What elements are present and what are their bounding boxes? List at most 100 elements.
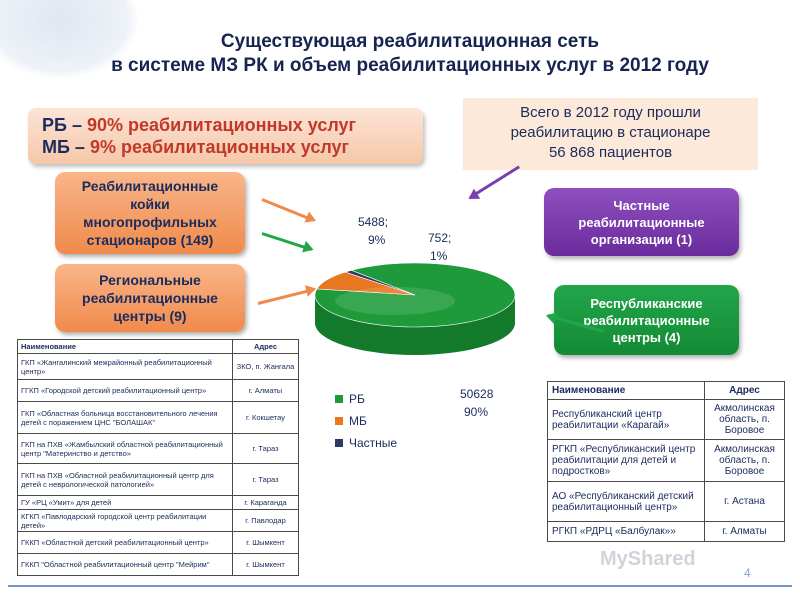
- pie-depth: [315, 295, 515, 355]
- regional-centers-body: ГКП «Жангалинский межрайонный реабилитац…: [17, 353, 299, 576]
- cell-name: ГКП на ПХВ «Областной реабилитационный ц…: [17, 463, 233, 496]
- cell-address: Акмолинская область, п. Боровое: [704, 399, 785, 440]
- beds-line-3: многопрофильных: [83, 214, 217, 230]
- table-row: ГКП «Жангалинский межрайонный реабилитац…: [17, 353, 299, 380]
- rb-share-line: РБ – 90% реабилитационных услуг: [42, 114, 409, 136]
- legend-label-mb: МБ: [349, 414, 367, 428]
- cell-address: г. Тараз: [232, 463, 299, 496]
- regional-box: Региональные реабилитационные центры (9): [55, 264, 245, 332]
- cell-address: г. Шымкент: [232, 531, 299, 554]
- beds-line-1: Реабилитационные: [81, 178, 219, 194]
- beds-box: Реабилитационные койки многопрофильных с…: [55, 172, 245, 254]
- cell-name: ГККП "Областной реабилитационный центр "…: [17, 553, 233, 576]
- cell-name: ГКП «Областная больница восстановительно…: [17, 401, 233, 434]
- title-line-1: Существующая реабилитационная сеть: [220, 31, 600, 52]
- cell-address: г. Астана: [704, 481, 785, 522]
- private-line-1: Частные: [613, 197, 670, 213]
- pie-chart: 5488; 9% 752; 1% 50628 90%: [300, 200, 530, 440]
- cell-address: г. Тараз: [232, 433, 299, 464]
- table-row: АО «Республиканский детский реабилитацио…: [547, 481, 785, 522]
- bottom-rule: [8, 585, 792, 587]
- total-line-2: реабилитацию в стационаре: [510, 124, 711, 141]
- cell-address: г. Шымкент: [232, 553, 299, 576]
- private-label-value: 752;: [428, 231, 451, 245]
- legend-item-private: Частные: [335, 432, 397, 454]
- cell-name: ГГКП «Городской детский реабилитационный…: [17, 379, 233, 402]
- cell-address: г. Алматы: [704, 521, 785, 542]
- legend-item-mb: МБ: [335, 410, 397, 432]
- service-share-box: РБ – 90% реабилитационных услуг МБ – 9% …: [28, 108, 423, 164]
- table-row: Республиканский центр реабилитации «Кара…: [547, 399, 785, 440]
- cell-name: Республиканский центр реабилитации «Кара…: [547, 399, 705, 440]
- cell-address: ЗКО, п. Жангала: [232, 353, 299, 380]
- cell-address: г. Павлодар: [232, 509, 299, 532]
- regional-line-3: центры (9): [113, 308, 187, 324]
- cell-address: Акмолинская область, п. Боровое: [704, 439, 785, 482]
- beds-line-2: койки: [130, 196, 170, 212]
- legend-swatch-rb: [335, 395, 343, 403]
- republican-centers-body: Республиканский центр реабилитации «Кара…: [547, 399, 785, 542]
- legend-swatch-private: [335, 439, 343, 447]
- watermark: MyShared: [600, 548, 696, 570]
- pie-chart-svg: 5488; 9% 752; 1% 50628 90%: [314, 215, 516, 419]
- regional-centers-table: Наименование Адрес ГКП «Жангалинский меж…: [17, 339, 299, 576]
- title-line-2: в системе МЗ РК и объем реабилитационных…: [111, 55, 709, 76]
- mb-share-prefix: МБ –: [42, 137, 90, 157]
- regional-line-2: реабилитационные: [82, 290, 218, 306]
- table-row: ГУ «РЦ «Умит» для детей г. Караганда: [17, 495, 299, 510]
- regional-line-1: Региональные: [99, 272, 201, 288]
- table-row: ГККП "Областной реабилитационный центр "…: [17, 553, 299, 576]
- pie-sheen: [335, 287, 455, 315]
- header-name: Наименование: [547, 381, 705, 400]
- republican-box: Республиканские реабилитационные центры …: [554, 285, 739, 355]
- pie-slice-rb: [314, 262, 516, 328]
- private-box: Частные реабилитационные организации (1): [544, 188, 739, 256]
- total-line-3: 56 868 пациентов: [548, 144, 673, 161]
- cell-name: ГУ «РЦ «Умит» для детей: [17, 495, 233, 510]
- pie-side-rb: [315, 295, 515, 355]
- header-address: Адрес: [704, 381, 785, 400]
- private-label-percent: 1%: [430, 249, 448, 263]
- chart-legend: РБ МБ Частные: [335, 388, 397, 454]
- cell-name: РГКП «РДРЦ «Балбулак»»: [547, 521, 705, 542]
- private-line-2: реабилитационные: [578, 214, 705, 230]
- legend-swatch-mb: [335, 417, 343, 425]
- mb-share-line: МБ – 9% реабилитационных услуг: [42, 136, 409, 158]
- table-row: ГГКП «Городской детский реабилитационный…: [17, 379, 299, 402]
- cell-name: ГКП на ПХВ «Жамбылский областной реабили…: [17, 433, 233, 464]
- cell-address: г. Караганда: [232, 495, 299, 510]
- rb-label-value: 50628: [460, 387, 494, 401]
- table-row: РГКП «Республиканский центр реабилитации…: [547, 439, 785, 482]
- table-header-row: Наименование Адрес: [547, 381, 785, 400]
- beds-line-4: стационаров (149): [86, 232, 214, 248]
- republican-line-3: центры (4): [612, 329, 681, 345]
- total-patients-box: Всего в 2012 году прошли реабилитацию в …: [463, 98, 758, 170]
- rb-share-text: 90% реабилитационных услуг: [86, 115, 357, 135]
- total-line-1: Всего в 2012 году прошли: [520, 104, 701, 121]
- rb-label-percent: 90%: [464, 405, 488, 419]
- table-row: ГКП на ПХВ «Областной реабилитационный ц…: [17, 463, 299, 496]
- cell-address: г. Кокшетау: [232, 401, 299, 434]
- cell-name: ГККП «Областной детский реабилитационный…: [17, 531, 233, 554]
- rb-share-prefix: РБ –: [42, 115, 87, 135]
- table-row: КГКП «Павлодарский городской центр реаби…: [17, 509, 299, 532]
- mb-share-text: 9% реабилитационных услуг: [89, 137, 350, 157]
- mb-label-value: 5488;: [358, 215, 388, 229]
- cell-name: ГКП «Жангалинский межрайонный реабилитац…: [17, 353, 233, 380]
- header-address: Адрес: [232, 339, 299, 354]
- cell-name: КГКП «Павлодарский городской центр реаби…: [17, 509, 233, 532]
- cell-address: г. Алматы: [232, 379, 299, 402]
- table-row: ГКП «Областная больница восстановительно…: [17, 401, 299, 434]
- mb-label-percent: 9%: [368, 233, 386, 247]
- cell-name: АО «Республиканский детский реабилитацио…: [547, 481, 705, 522]
- pie-slice-private: [344, 269, 416, 296]
- pie-slices: [314, 262, 516, 328]
- table-row: ГККП «Областной детский реабилитационный…: [17, 531, 299, 554]
- header-name: Наименование: [17, 339, 233, 354]
- table-row: ГКП на ПХВ «Жамбылский областной реабили…: [17, 433, 299, 464]
- legend-label-rb: РБ: [349, 392, 365, 406]
- page-number: 4: [744, 566, 751, 580]
- slide-title: Существующая реабилитационная сеть в сис…: [60, 30, 760, 78]
- cell-name: РГКП «Республиканский центр реабилитации…: [547, 439, 705, 482]
